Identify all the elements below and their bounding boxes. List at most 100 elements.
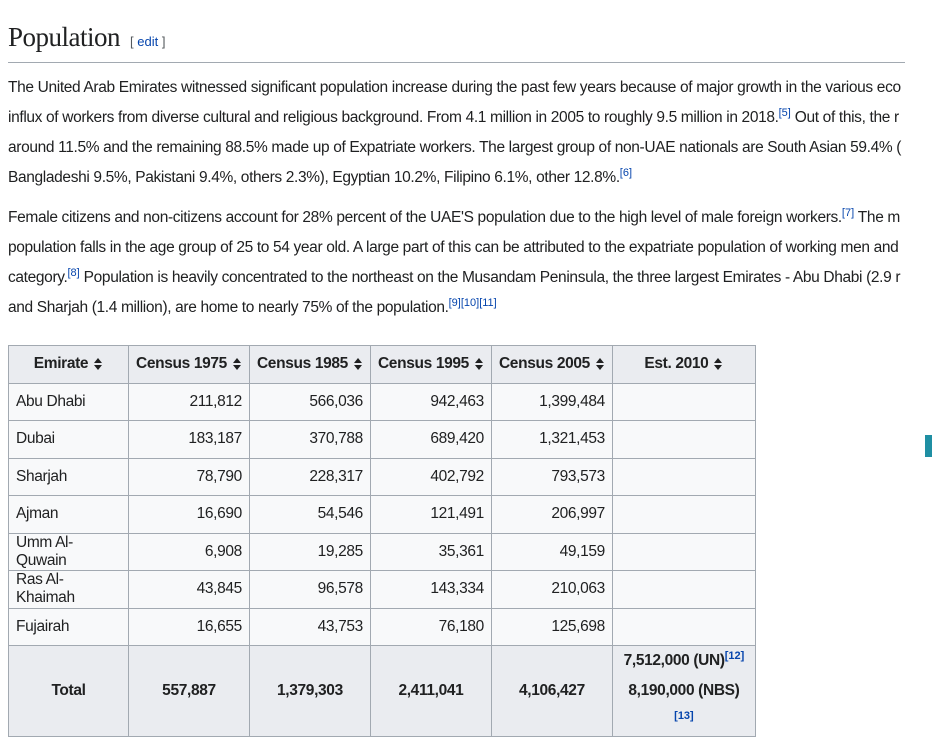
sort-icon[interactable] xyxy=(94,358,103,371)
cell: Abu Dhabi xyxy=(8,382,129,421)
cell: Dubai xyxy=(8,420,129,459)
text-line: influx of workers from diverse cultural … xyxy=(8,103,932,133)
text-line: population falls in the age group of 25 … xyxy=(8,233,932,263)
cell: 19,285 xyxy=(248,532,371,571)
cell xyxy=(611,382,756,421)
reference[interactable]: [9][10][11] xyxy=(448,296,497,309)
reference[interactable]: [8] xyxy=(67,266,80,279)
sort-icon[interactable] xyxy=(353,358,363,371)
header-text: Census 2005 xyxy=(498,355,590,373)
total-row: Total 557,887 1,379,303 2,411,041 4,106,427 7… xyxy=(8,645,756,737)
cell: 210,063 xyxy=(490,570,613,609)
text-line: Female citizens and non-citizens account… xyxy=(8,203,932,233)
data-row: Umm Al-Quwain 6,908 19,285 35,361 49,159 xyxy=(8,532,756,571)
total-cell: 1,379,303 xyxy=(248,645,371,737)
reference[interactable]: [12] xyxy=(724,649,745,662)
cell: 125,698 xyxy=(490,607,613,646)
reference[interactable]: [13] xyxy=(674,709,694,722)
header-text: Census 1985 xyxy=(256,355,348,373)
estimate-cell: 7,512,000 (UN)[12] 8,190,000 (NBS) [13] xyxy=(611,645,756,737)
cell: 1,321,453 xyxy=(490,420,613,459)
section-heading: Population [ edit ] xyxy=(8,22,165,53)
estimate: 8,190,000 (NBS) [13] xyxy=(620,676,748,736)
data-row: Dubai 183,187 370,788 689,420 1,321,453 xyxy=(8,420,756,459)
total-cell: 557,887 xyxy=(128,645,250,737)
cell: 43,753 xyxy=(248,607,371,646)
text-line: The United Arab Emirates witnessed signi… xyxy=(8,73,932,103)
cell: 16,655 xyxy=(128,607,250,646)
edit-link-wrap: [ edit ] xyxy=(130,34,166,49)
cell: 206,997 xyxy=(490,495,613,534)
side-tab[interactable] xyxy=(925,435,932,457)
sort-icon[interactable] xyxy=(232,358,242,371)
heading-rule xyxy=(8,62,905,63)
text-line: and Sharjah (1.4 million), are home to n… xyxy=(8,293,932,323)
text: influx of workers from diverse cultural … xyxy=(8,109,779,126)
cell: 143,334 xyxy=(369,570,492,609)
cell xyxy=(611,607,756,646)
cell: Ras Al-Khaimah xyxy=(8,570,129,609)
cell: Ajman xyxy=(8,495,129,534)
data-row: Fujairah 16,655 43,753 76,180 125,698 xyxy=(8,607,756,646)
text: The m xyxy=(854,209,901,226)
cell xyxy=(611,457,756,496)
header-text: Est. 2010 xyxy=(644,355,709,373)
data-row: Ajman 16,690 54,546 121,491 206,997 xyxy=(8,495,756,534)
text: The United Arab Emirates witnessed signi… xyxy=(8,79,901,96)
text: 8,190,000 (NBS) xyxy=(628,682,740,699)
cell: Fujairah xyxy=(8,607,129,646)
text: Female citizens and non-citizens account… xyxy=(8,209,842,226)
cell: 183,187 xyxy=(128,420,250,459)
sort-icon[interactable] xyxy=(714,358,723,371)
cell: 96,578 xyxy=(248,570,371,609)
cell: 121,491 xyxy=(369,495,492,534)
text: around 11.5% and the remaining 88.5% mad… xyxy=(8,139,902,156)
text: Population is heavily concentrated to th… xyxy=(79,269,901,286)
cell: 228,317 xyxy=(248,457,371,496)
cell: 566,036 xyxy=(248,382,371,421)
reference[interactable]: [5] xyxy=(778,106,791,119)
column-header[interactable]: Census 1995 xyxy=(369,345,492,384)
data-row: Sharjah 78,790 228,317 402,792 793,573 xyxy=(8,457,756,496)
cell: Sharjah xyxy=(8,457,129,496)
text: category. xyxy=(8,269,68,286)
cell xyxy=(611,420,756,459)
column-header[interactable]: Est. 2010 xyxy=(611,345,756,384)
cell: 1,399,484 xyxy=(490,382,613,421)
paragraph: Female citizens and non-citizens account… xyxy=(8,203,932,323)
header-text: Emirate xyxy=(33,355,89,373)
sort-icon[interactable] xyxy=(474,358,484,371)
column-header[interactable]: Census 1975 xyxy=(128,345,250,384)
column-header[interactable]: Census 2005 xyxy=(490,345,613,384)
data-row: Ras Al-Khaimah 43,845 96,578 143,334 210,063 xyxy=(8,570,756,609)
cell: 793,573 xyxy=(490,457,613,496)
cell: 211,812 xyxy=(128,382,250,421)
text: Out of this, the r xyxy=(790,109,899,126)
population-table: Emirate Census 1975 Census 1985 Census 1995… xyxy=(8,345,756,737)
total-cell: 4,106,427 xyxy=(490,645,613,737)
text: 7,512,000 (UN) xyxy=(623,652,725,669)
heading-title: Population xyxy=(8,22,121,52)
sort-icon[interactable] xyxy=(595,358,605,371)
column-header[interactable]: Census 1985 xyxy=(248,345,371,384)
cell: 402,792 xyxy=(369,457,492,496)
cell: 35,361 xyxy=(369,532,492,571)
cell xyxy=(611,495,756,534)
cell: 16,690 xyxy=(128,495,250,534)
cell xyxy=(611,532,756,571)
header-row: Emirate Census 1975 Census 1985 Census 1995… xyxy=(8,345,756,384)
header-text: Census 1975 xyxy=(136,355,227,373)
cell: 78,790 xyxy=(128,457,250,496)
reference[interactable]: [7] xyxy=(841,206,855,219)
text-line: around 11.5% and the remaining 88.5% mad… xyxy=(8,133,932,163)
cell: 49,159 xyxy=(490,532,613,571)
reference[interactable]: [6] xyxy=(619,166,633,179)
column-header[interactable]: Emirate xyxy=(8,345,129,384)
text: Bangladeshi 9.5%, Pakistani 9.4%, others… xyxy=(8,169,620,186)
total-cell: 2,411,041 xyxy=(369,645,492,737)
cell: 54,546 xyxy=(248,495,371,534)
cell: 76,180 xyxy=(369,607,492,646)
cell: 6,908 xyxy=(128,532,250,571)
edit-link[interactable]: edit xyxy=(137,34,159,49)
